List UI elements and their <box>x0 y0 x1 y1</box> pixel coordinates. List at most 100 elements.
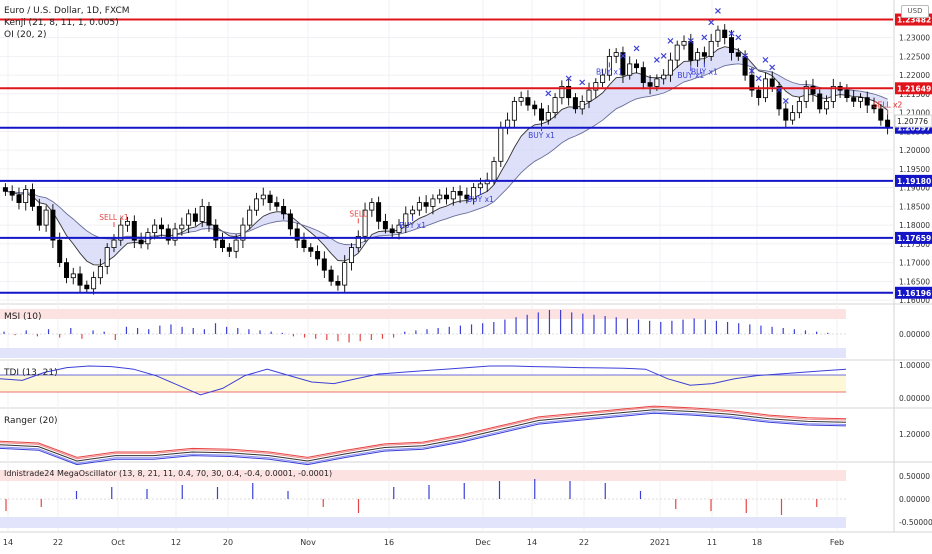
candle-body <box>213 224 219 241</box>
candle-body <box>491 160 497 181</box>
candle-body <box>667 59 673 76</box>
candle-body <box>247 209 253 226</box>
tdi-pane[interactable] <box>0 365 847 396</box>
ranger-band-line <box>0 412 847 466</box>
level-price-tag <box>895 13 932 26</box>
ranger-band-line <box>0 406 847 460</box>
candle-body <box>613 52 619 57</box>
currency-badge[interactable]: USD <box>901 5 929 18</box>
x-signal-marker: × <box>727 29 735 40</box>
candle-body <box>830 86 836 102</box>
candle-body <box>376 202 382 222</box>
time-tick-label: 20 <box>223 538 233 547</box>
candle-body <box>552 97 558 113</box>
buy-signal-label: BUY x1 <box>528 131 555 140</box>
msi-upper-band <box>0 309 846 319</box>
candle-body <box>871 104 877 110</box>
x-signal-marker: × <box>734 32 742 43</box>
candle-body <box>640 67 646 83</box>
x-signal-marker: × <box>544 89 552 100</box>
msi-pane[interactable] <box>0 309 846 358</box>
candle-body <box>226 247 232 252</box>
candle-body <box>396 224 402 234</box>
kenji-slow-line <box>5 63 888 246</box>
mega-scale-mid: 0.00000 <box>899 495 930 504</box>
candle-body <box>858 97 864 102</box>
candle-body <box>253 198 259 211</box>
time-tick-label: 14 <box>3 538 13 547</box>
candle-body <box>328 269 334 282</box>
candle-body <box>315 250 321 260</box>
candle-body <box>355 235 361 249</box>
price-tick-label: 1.22500 <box>899 52 930 61</box>
price-tick-label: 1.23000 <box>899 34 930 43</box>
mega-oscillator-pane[interactable] <box>0 470 846 528</box>
candle-body <box>301 239 307 249</box>
tdi-scale-bottom: 0.00000 <box>899 394 930 403</box>
mega-lower-band <box>0 517 846 528</box>
x-signal-marker: × <box>632 44 640 55</box>
candle-body <box>70 273 76 279</box>
last-price-label: 1.20776 <box>897 117 928 126</box>
candle-body <box>23 189 29 204</box>
candle-body <box>281 205 287 215</box>
candle-body <box>817 93 823 110</box>
candle-body <box>186 213 192 226</box>
level-price-tag <box>895 82 932 95</box>
candle-body <box>450 190 456 200</box>
buy-signal-label: BUY x1 <box>691 67 718 76</box>
candle-body <box>620 52 626 76</box>
ranger-pane[interactable] <box>0 405 847 466</box>
candle-body <box>104 247 110 267</box>
candle-body <box>722 29 728 39</box>
time-tick-label: Dec <box>475 538 490 547</box>
price-tick-label: 1.21000 <box>899 109 930 118</box>
tdi-pane-label: TDI (13, 21) <box>4 368 58 378</box>
candle-body <box>111 239 117 249</box>
candle-body <box>308 247 314 252</box>
time-axis[interactable]: 14 22 Oct 12 20 Nov 16 Dec 14 22 2021 11 18 Feb <box>3 538 844 547</box>
level-price-tag <box>895 174 932 187</box>
candle-body <box>57 239 63 264</box>
mega-scale-top: 0.50000 <box>899 472 930 481</box>
tdi-scale-top: 1.00000 <box>899 361 930 370</box>
candle-body <box>539 108 545 121</box>
ranger-scale-label: 1.20000 <box>899 430 930 439</box>
candle-body <box>864 97 870 106</box>
time-tick-label: 12 <box>171 538 181 547</box>
price-axis[interactable]: 1.23000 1.22500 1.22000 1.21500 1.21000 1.205… <box>894 13 932 527</box>
time-tick-label: 18 <box>752 538 762 547</box>
candle-body <box>287 213 293 230</box>
price-tick-label: 1.18500 <box>899 202 930 211</box>
candle-body <box>810 86 816 95</box>
candle-body <box>443 194 449 200</box>
candle-body <box>729 37 735 53</box>
candle-body <box>878 108 884 121</box>
candle-body <box>796 101 802 114</box>
candle-body <box>593 82 599 91</box>
candle-body <box>348 247 354 264</box>
candle-body <box>240 224 246 241</box>
last-price-tag <box>894 114 932 128</box>
candle-body <box>844 89 850 98</box>
candle-body <box>572 97 578 110</box>
candle-body <box>233 239 239 252</box>
x-signal-marker: × <box>659 51 667 62</box>
price-tick-label: 1.20000 <box>899 146 930 155</box>
candle-body <box>389 228 395 234</box>
x-signal-marker: × <box>578 77 586 88</box>
x-signal-marker: × <box>707 17 715 28</box>
candle-body <box>199 205 205 222</box>
time-tick-label: Feb <box>830 538 844 547</box>
time-tick-label: 2021 <box>650 538 670 547</box>
price-tick-label: 1.19000 <box>899 184 930 193</box>
candle-body <box>518 97 524 102</box>
candle-body <box>457 190 463 196</box>
candle-body <box>681 41 687 46</box>
candle-body <box>525 97 531 106</box>
candle-body <box>756 89 762 98</box>
candle-body <box>131 220 137 241</box>
